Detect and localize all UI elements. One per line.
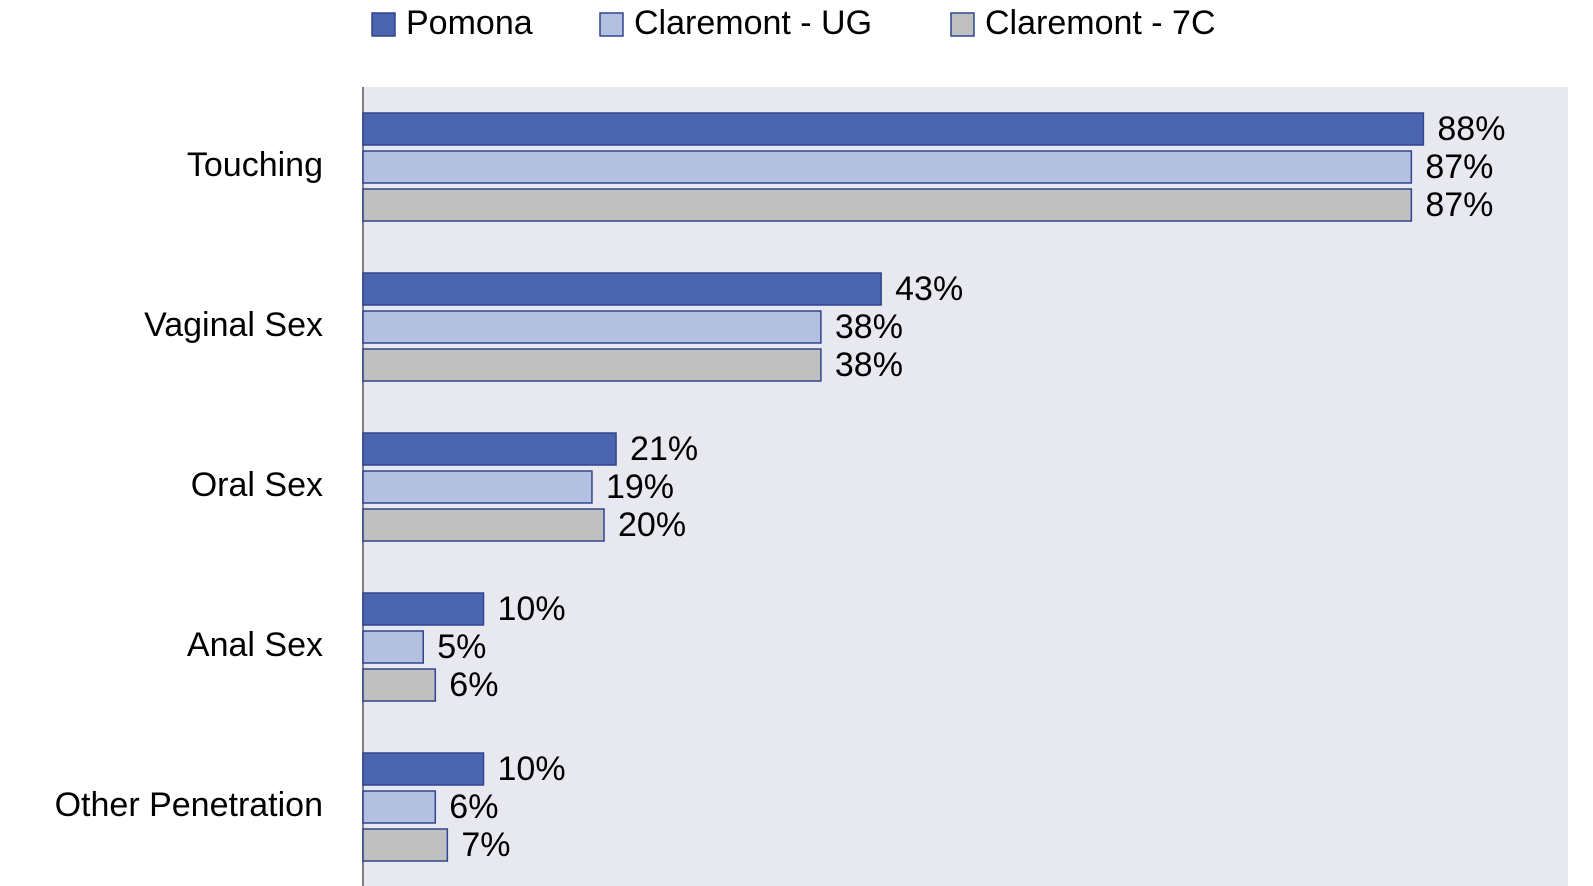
bar [362,592,485,626]
category-label: Oral Sex [191,466,323,504]
value-label: 87% [1425,186,1493,224]
value-label: 21% [630,430,698,468]
value-label: 43% [895,270,963,308]
bar [362,630,424,664]
bar [362,828,449,862]
category-label: Touching [187,146,323,184]
category-label: Anal Sex [187,626,323,664]
value-label: 20% [618,506,686,544]
value-label: 38% [835,308,903,346]
bar [362,470,593,504]
bar [362,668,437,702]
legend-swatch [371,12,396,37]
value-label: 7% [461,826,510,864]
bar [362,432,617,466]
value-label: 88% [1437,110,1505,148]
legend-swatch [599,12,624,37]
value-label: 10% [498,750,566,788]
value-label: 10% [498,590,566,628]
legend-label: Pomona [406,4,533,42]
value-label: 87% [1425,148,1493,186]
legend-label: Claremont - UG [634,4,872,42]
value-label: 5% [437,628,486,666]
category-label: Other Penetration [55,786,323,824]
bar [362,310,822,344]
bar [362,112,1425,146]
legend-label: Claremont - 7C [985,4,1216,42]
category-label: Vaginal Sex [144,306,323,344]
value-label: 19% [606,468,674,506]
bar [362,150,1413,184]
bar [362,348,822,382]
bar [362,752,485,786]
value-label: 38% [835,346,903,384]
bar [362,508,605,542]
bar [362,188,1413,222]
value-label: 6% [449,666,498,704]
bar [362,272,882,306]
value-label: 6% [449,788,498,826]
bar [362,790,437,824]
legend-swatch [950,12,975,37]
